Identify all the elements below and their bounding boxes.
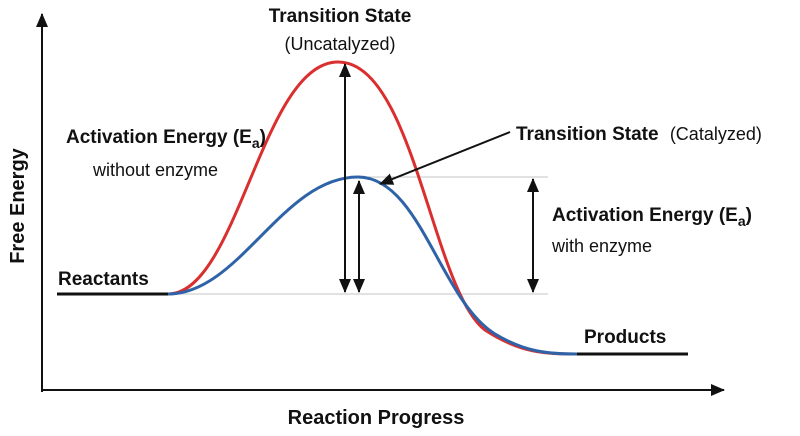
ea-with-close: ) xyxy=(746,205,752,226)
ts-catalyzed-label: Transition State (Catalyzed) xyxy=(516,124,762,145)
ts-uncatalyzed-title: Transition State xyxy=(269,6,412,27)
ea-without-title: Activation Energy (Ea) xyxy=(66,127,266,151)
ea-without-bold: Activation Energy (E xyxy=(66,127,252,148)
ea-with-subtitle: with enzyme xyxy=(551,236,652,256)
y-axis-label: Free Energy xyxy=(7,147,29,263)
ts-catalyzed-pointer xyxy=(379,131,511,185)
products-label: Products xyxy=(584,327,666,348)
x-axis-label: Reaction Progress xyxy=(288,407,465,429)
ea-without-close: ) xyxy=(260,127,266,148)
reactants-label: Reactants xyxy=(58,269,149,290)
ea-with-bold: Activation Energy (E xyxy=(552,205,738,226)
ea-with-sub: a xyxy=(738,213,746,229)
ea-without-sub: a xyxy=(252,135,260,151)
ts-catalyzed-bold: Transition State xyxy=(516,124,659,145)
ea-with-title: Activation Energy (Ea) xyxy=(552,205,752,229)
uncatalyzed-curve xyxy=(167,60,578,356)
ts-uncatalyzed-subtitle: (Uncatalyzed) xyxy=(284,34,395,54)
ea-without-subtitle: without enzyme xyxy=(92,160,218,180)
ts-catalyzed-paren: (Catalyzed) xyxy=(670,124,762,144)
catalyzed-curve xyxy=(167,175,578,356)
